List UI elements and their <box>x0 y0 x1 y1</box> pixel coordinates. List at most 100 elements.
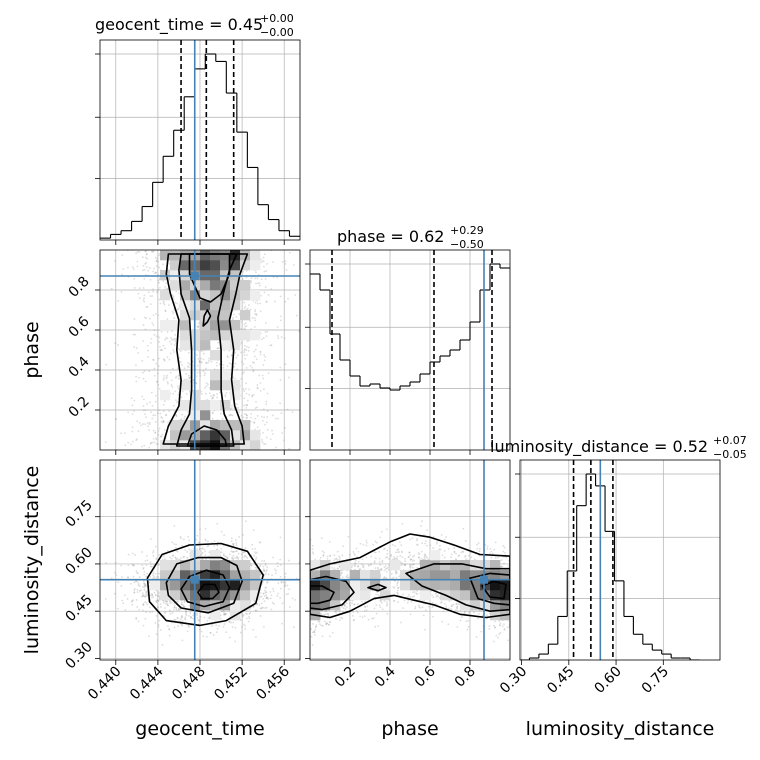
scatter-phase-vs-geocent-time-point <box>279 402 282 405</box>
scatter-phase-vs-geocent-time-point <box>178 357 181 359</box>
scatter-phase-vs-geocent-time-point <box>149 401 151 404</box>
scatter-luminosity-distance-vs-geocent-time-point <box>145 585 148 588</box>
scatter-luminosity-distance-vs-geocent-time-point <box>196 617 199 619</box>
scatter-luminosity-distance-vs-geocent-time-point <box>133 589 136 591</box>
scatter-luminosity-distance-vs-geocent-time-point <box>230 621 232 624</box>
scatter-phase-vs-geocent-time-point <box>245 417 248 420</box>
hist-phase-frame <box>309 249 511 451</box>
scatter-phase-vs-geocent-time-point <box>170 338 173 341</box>
scatter-phase-vs-geocent-time-point <box>266 392 269 395</box>
scatter-phase-vs-geocent-time-point <box>279 319 282 322</box>
scatter-phase-vs-geocent-time-point <box>262 337 265 339</box>
scatter-luminosity-distance-vs-geocent-time-point <box>157 623 160 626</box>
scatter-phase-vs-geocent-time-point <box>216 347 219 350</box>
scatter-phase-vs-geocent-time-point <box>162 344 165 347</box>
scatter-phase-vs-geocent-time-point <box>175 415 178 418</box>
scatter-phase-vs-geocent-time-point <box>147 269 150 272</box>
scatter-luminosity-distance-vs-geocent-time-point <box>265 606 268 609</box>
scatter-phase-vs-geocent-time-point <box>245 382 247 385</box>
scatter-phase-vs-geocent-time-point <box>196 325 199 328</box>
scatter-phase-vs-geocent-time-point <box>242 388 245 391</box>
scatter-phase-vs-geocent-time-point <box>133 410 135 412</box>
scatter-phase-vs-geocent-time-point <box>187 361 190 364</box>
scatter-phase-vs-geocent-time-point <box>152 414 155 417</box>
scatter-luminosity-distance-vs-geocent-time-point <box>142 603 145 606</box>
scatter-phase-vs-geocent-time-point <box>261 441 264 444</box>
scatter-phase-vs-geocent-time-point <box>162 419 165 422</box>
scatter-phase-vs-geocent-time-point <box>176 385 179 388</box>
scatter-phase-vs-geocent-time-point <box>174 301 177 304</box>
scatter-phase-vs-geocent-time-point <box>272 414 274 417</box>
scatter-phase-vs-geocent-time-point <box>144 380 147 383</box>
scatter-phase-vs-geocent-time-point <box>265 436 268 439</box>
scatter-phase-vs-geocent-time-point <box>169 340 171 343</box>
scatter-phase-vs-geocent-time-density-cell <box>240 330 251 341</box>
scatter-phase-vs-geocent-time-point <box>164 309 167 312</box>
scatter-phase-vs-geocent-time-point <box>165 282 168 285</box>
scatter-luminosity-distance-vs-geocent-time-point <box>264 562 267 565</box>
scatter-phase-vs-geocent-time-point <box>199 357 202 360</box>
scatter-phase-vs-geocent-time-point <box>271 433 274 435</box>
scatter-phase-vs-geocent-time-point <box>143 444 146 447</box>
scatter-luminosity-distance-vs-geocent-time-point <box>253 551 256 554</box>
scatter-luminosity-distance-vs-geocent-time-point <box>174 618 177 621</box>
scatter-phase-vs-geocent-time-point <box>200 393 203 395</box>
scatter-luminosity-distance-vs-geocent-time-point <box>148 635 151 638</box>
scatter-phase-vs-geocent-time-point <box>164 288 166 291</box>
scatter-phase-vs-geocent-time-point <box>276 326 279 328</box>
scatter-phase-vs-geocent-time-point <box>138 422 141 424</box>
scatter-luminosity-distance-vs-geocent-time-point <box>243 551 246 554</box>
scatter-phase-vs-geocent-time-point <box>178 378 181 380</box>
scatter-phase-vs-geocent-time-density-cell <box>220 440 231 450</box>
scatter-phase-vs-geocent-time-point <box>142 377 145 380</box>
scatter-phase-vs-geocent-time-point <box>235 356 238 359</box>
scatter-luminosity-distance-vs-geocent-time-point <box>240 612 243 615</box>
scatter-phase-vs-geocent-time-ytick-label: 0.6 <box>66 314 93 341</box>
scatter-phase-vs-geocent-time-point <box>261 374 264 377</box>
scatter-phase-vs-geocent-time-density-cell <box>210 270 221 281</box>
scatter-phase-vs-geocent-time-density-cell <box>210 380 221 391</box>
scatter-phase-vs-geocent-time-point <box>255 314 258 317</box>
scatter-phase-vs-geocent-time-point <box>245 367 248 369</box>
scatter-phase-vs-geocent-time-point <box>249 364 252 367</box>
scatter-phase-vs-geocent-time-point <box>143 277 146 280</box>
scatter-luminosity-distance-vs-geocent-time-point <box>195 538 198 541</box>
scatter-phase-vs-geocent-time-point <box>142 409 145 412</box>
scatter-luminosity-distance-vs-geocent-time-point <box>173 606 176 609</box>
scatter-phase-vs-geocent-time-point <box>158 281 160 284</box>
scatter-luminosity-distance-vs-geocent-time-point <box>157 599 159 602</box>
scatter-luminosity-distance-vs-geocent-time-point <box>267 573 270 576</box>
scatter-luminosity-distance-vs-geocent-time-point <box>213 540 216 542</box>
scatter-phase-vs-geocent-time-point <box>164 285 167 288</box>
scatter-luminosity-distance-vs-geocent-time-point <box>287 592 289 595</box>
scatter-phase-vs-geocent-time-density-cell <box>230 420 241 431</box>
scatter-luminosity-distance-vs-geocent-time-point <box>131 600 134 602</box>
hist-geocent-time-bars <box>100 40 300 240</box>
scatter-luminosity-distance-vs-geocent-time-point <box>152 563 155 566</box>
scatter-phase-vs-geocent-time-point <box>143 268 146 271</box>
scatter-phase-vs-geocent-time-point <box>288 251 291 254</box>
scatter-phase-vs-geocent-time-content <box>100 250 300 450</box>
scatter-phase-vs-geocent-time-point <box>145 416 147 419</box>
scatter-luminosity-distance-vs-geocent-time-point <box>284 572 287 575</box>
scatter-phase-vs-geocent-time-point <box>234 362 237 365</box>
scatter-luminosity-distance-vs-geocent-time-point <box>152 577 155 580</box>
scatter-luminosity-distance-vs-geocent-time-point <box>223 623 226 626</box>
scatter-phase-vs-geocent-time-point <box>174 333 177 336</box>
scatter-luminosity-distance-vs-geocent-time-point <box>159 628 162 631</box>
scatter-phase-vs-geocent-time-point <box>241 372 244 375</box>
scatter-phase-vs-geocent-time-contour <box>176 253 238 447</box>
scatter-phase-vs-geocent-time-point <box>243 348 246 350</box>
scatter-luminosity-distance-vs-geocent-time-point <box>251 548 254 551</box>
scatter-phase-vs-geocent-time-point <box>142 324 145 326</box>
scatter-phase-vs-geocent-time-point <box>256 415 259 417</box>
scatter-luminosity-distance-vs-geocent-time-point <box>168 628 171 631</box>
scatter-phase-vs-geocent-time-point <box>262 377 265 380</box>
scatter-phase-vs-geocent-time-point <box>263 291 266 294</box>
scatter-phase-vs-geocent-time-point <box>143 300 146 303</box>
scatter-phase-vs-geocent-time-point <box>142 423 144 425</box>
scatter-luminosity-distance-vs-geocent-time-point <box>151 594 154 597</box>
scatter-phase-vs-geocent-time-point <box>245 354 248 356</box>
scatter-phase-vs-geocent-time-density-cell <box>180 330 191 341</box>
scatter-luminosity-distance-vs-geocent-time-point <box>242 551 245 554</box>
